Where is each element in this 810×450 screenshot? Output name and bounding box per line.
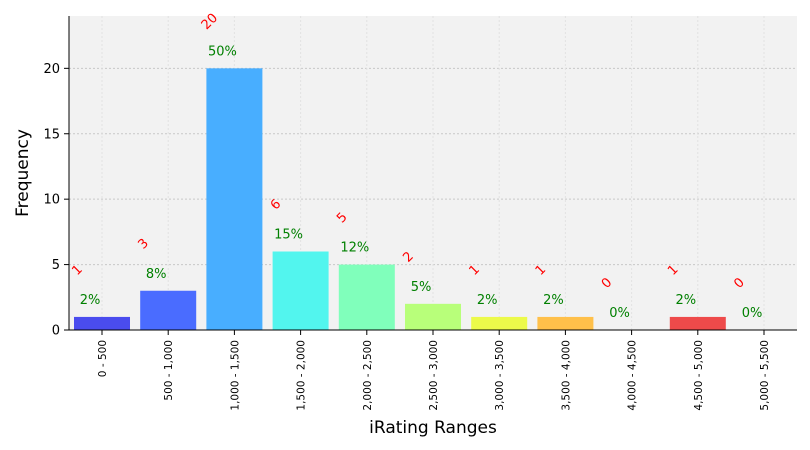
bar-5 [405, 303, 461, 330]
bar-4 [338, 264, 395, 330]
x-tick-label: 3,500 - 4,000 [560, 340, 572, 411]
bar-3 [272, 251, 329, 330]
x-axis-title: iRating Ranges [369, 418, 497, 438]
bar-2 [206, 68, 263, 330]
x-tick-label: 3,000 - 3,500 [494, 340, 506, 411]
x-tick-label: 500 - 1,000 [163, 340, 175, 401]
y-tick-label: 0 [52, 324, 60, 339]
percent-label: 5% [411, 280, 432, 295]
y-tick-label: 15 [43, 127, 60, 142]
percent-label: 2% [477, 293, 498, 308]
percent-label: 8% [146, 267, 167, 282]
percent-label: 15% [274, 228, 303, 243]
y-axis-title: Frequency [13, 129, 33, 217]
grid-lines [69, 16, 797, 330]
percent-label: 2% [80, 293, 101, 308]
x-tick-label: 5,000 - 5,500 [759, 340, 771, 411]
percent-label: 12% [340, 241, 369, 256]
bar-9 [669, 316, 726, 330]
bars [74, 68, 726, 330]
y-tick-label: 5 [52, 258, 60, 273]
percent-label: 0% [609, 306, 630, 321]
percent-label: 2% [675, 293, 696, 308]
y-tick-label: 10 [43, 193, 60, 208]
x-tick-label: 2,000 - 2,500 [362, 340, 374, 411]
bar-0 [74, 316, 130, 330]
x-tick-label: 1,000 - 1,500 [229, 340, 241, 411]
percent-label: 0% [742, 306, 763, 321]
x-tick-label: 1,500 - 2,000 [296, 340, 308, 411]
percent-label: 2% [543, 293, 564, 308]
x-tick-label: 0 - 500 [97, 340, 109, 377]
bar-7 [537, 316, 594, 330]
x-tick-label: 4,000 - 4,500 [627, 340, 639, 411]
bar-6 [471, 316, 528, 330]
bar-1 [140, 290, 197, 330]
percent-label: 50% [208, 44, 237, 59]
y-tick-label: 20 [43, 62, 60, 77]
ticks: 0 5 10 15 20 0 - 500 500 - 1,000 1,000 - 1,500 1… [43, 62, 771, 411]
x-tick-label: 4,500 - 5,000 [693, 340, 705, 411]
x-tick-label: 2,500 - 3,000 [428, 340, 440, 411]
